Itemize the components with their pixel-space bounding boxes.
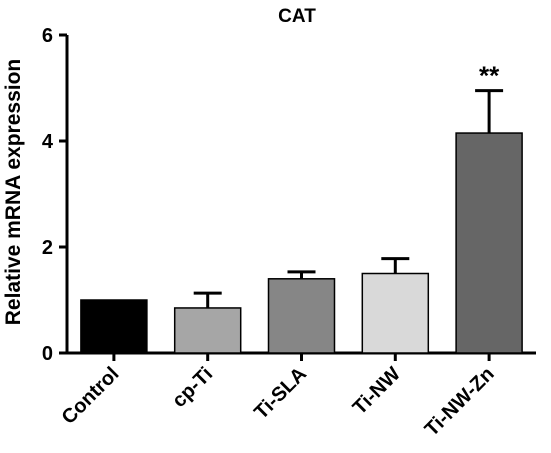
y-tick-label: 6 <box>42 25 53 47</box>
y-tick-label: 2 <box>42 237 53 259</box>
y-tick-label: 4 <box>42 131 54 153</box>
x-tick-label: Control <box>58 363 124 429</box>
bar-ti-sla <box>267 278 336 354</box>
bar-ti-nw <box>361 272 430 354</box>
plot-area: 0 2 4 6 Control cp-Ti Ti-SLA Ti-NW Ti-NW-Zn ** <box>42 25 536 441</box>
y-tick-label: 0 <box>42 343 53 365</box>
bar-control <box>80 299 148 354</box>
bar-cp-ti <box>173 307 242 354</box>
x-tick-label: Ti-SLA <box>250 363 311 424</box>
x-tick-label: cp-Ti <box>168 363 217 412</box>
x-tick-label: Ti-NW <box>349 363 405 419</box>
significance-label: ** <box>479 61 500 91</box>
y-axis-label: Relative mRNA expression <box>2 59 25 326</box>
x-tick-label: Ti-NW-Zn <box>421 363 499 441</box>
bar-ti-nw-zn <box>455 132 523 354</box>
chart-title: CAT <box>278 6 316 27</box>
